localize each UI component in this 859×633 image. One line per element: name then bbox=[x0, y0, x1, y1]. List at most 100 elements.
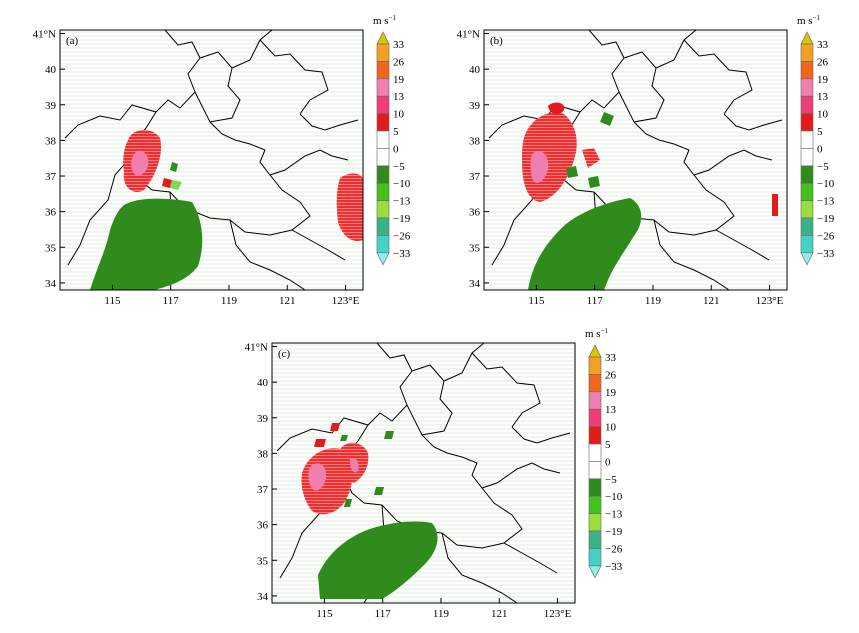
y-tick-label: 35 bbox=[469, 242, 481, 254]
colorbar-level-label: −5 bbox=[605, 474, 617, 486]
colorbar-level-label: 0 bbox=[817, 143, 823, 155]
colorbar-level-label: −19 bbox=[605, 526, 623, 538]
y-tick-label: 37 bbox=[469, 171, 481, 183]
colorbar-box bbox=[800, 200, 814, 219]
colorbar-box bbox=[376, 43, 390, 62]
colorbar-box bbox=[800, 165, 814, 184]
colorbar-level-label: 5 bbox=[393, 126, 399, 138]
x-tick-label: 115 bbox=[316, 608, 333, 620]
colorbar-box bbox=[376, 78, 390, 97]
colorbar-box bbox=[376, 113, 390, 132]
colorbar-level-label: 0 bbox=[605, 456, 611, 468]
y-tick-label: 39 bbox=[257, 413, 269, 425]
colorbar-level-label: −13 bbox=[817, 196, 835, 208]
x-tick-label: 123°E bbox=[756, 295, 784, 307]
panel-c: (c) bbox=[271, 342, 576, 604]
colorbar-box bbox=[800, 95, 814, 114]
colorbar-box bbox=[588, 426, 602, 445]
x-tick-label: 123°E bbox=[332, 295, 360, 307]
x-tick-label: 121 bbox=[703, 295, 720, 307]
colorbar-level-label: −13 bbox=[393, 196, 411, 208]
colorbar-level-label: −13 bbox=[605, 509, 623, 521]
colorbar-level-label: −19 bbox=[393, 213, 411, 225]
y-tick-label: 40 bbox=[45, 64, 57, 76]
colorbar-bottom-arrow bbox=[588, 565, 602, 579]
x-tick-label: 119 bbox=[433, 608, 450, 620]
colorbar-level-label: 13 bbox=[393, 91, 405, 103]
colorbar-level-label: 0 bbox=[393, 143, 399, 155]
colorbar-box bbox=[376, 130, 390, 149]
colorbar-box bbox=[588, 548, 602, 567]
colorbar-unit: m s−1 bbox=[797, 14, 821, 27]
colorbar-level-label: 10 bbox=[605, 422, 617, 434]
panel-b-label: (b) bbox=[490, 35, 503, 47]
y-tick-label: 38 bbox=[257, 448, 269, 460]
colorbar-level-label: −5 bbox=[817, 161, 829, 173]
y-tick-label: 36 bbox=[257, 520, 269, 532]
colorbar-box bbox=[800, 217, 814, 236]
colorbar-box bbox=[376, 95, 390, 114]
colorbar-level-label: 26 bbox=[393, 56, 405, 68]
colorbar-box bbox=[800, 61, 814, 80]
x-tick-label: 119 bbox=[221, 295, 238, 307]
y-tick-label: 35 bbox=[45, 242, 57, 254]
colorbar-level-label: 10 bbox=[393, 109, 405, 121]
colorbar-box bbox=[376, 200, 390, 219]
colorbar-level-label: 26 bbox=[817, 56, 829, 68]
colorbar-unit-exponent: −1 bbox=[813, 14, 821, 22]
colorbar-box bbox=[800, 130, 814, 149]
y-tick-label: 41°N bbox=[245, 342, 268, 354]
panel-b: (b) bbox=[483, 29, 788, 291]
y-tick-label: 37 bbox=[257, 484, 269, 496]
colorbar-level-label: 33 bbox=[393, 39, 405, 51]
wind-contours bbox=[301, 423, 438, 599]
colorbar-level-label: −5 bbox=[393, 161, 405, 173]
y-tick-label: 40 bbox=[469, 64, 481, 76]
x-tick-label: 117 bbox=[587, 295, 604, 307]
colorbar-box bbox=[376, 61, 390, 80]
colorbar-level-label: 13 bbox=[817, 91, 829, 103]
colorbar-box bbox=[588, 478, 602, 497]
y-tick-label: 39 bbox=[469, 100, 481, 112]
colorbar-level-label: 5 bbox=[817, 126, 823, 138]
y-tick-label: 36 bbox=[45, 207, 57, 219]
y-tick-label: 41°N bbox=[457, 29, 480, 41]
colorbar-level-label: 33 bbox=[817, 39, 829, 51]
colorbar-box bbox=[588, 443, 602, 462]
colorbar-box bbox=[376, 182, 390, 201]
colorbar-level-label: −26 bbox=[817, 230, 835, 242]
colorbar-box bbox=[800, 148, 814, 167]
y-tick-label: 35 bbox=[257, 555, 269, 567]
x-tick-label: 123°E bbox=[544, 608, 572, 620]
colorbar-box bbox=[376, 165, 390, 184]
panel-c-label: (c) bbox=[278, 348, 291, 360]
colorbar-top-arrow bbox=[376, 31, 390, 45]
colorbar-level-label: −26 bbox=[605, 543, 623, 555]
colorbar-unit: m s−1 bbox=[373, 14, 397, 27]
colorbar-level-label: −33 bbox=[393, 248, 411, 260]
y-tick-label: 39 bbox=[45, 100, 57, 112]
colorbar-level-label: 33 bbox=[605, 352, 617, 364]
wind-contours bbox=[522, 102, 778, 290]
colorbar-box bbox=[588, 374, 602, 393]
colorbar-level-label: 19 bbox=[817, 74, 829, 86]
colorbar-level-label: −19 bbox=[817, 213, 835, 225]
province-borders bbox=[276, 342, 571, 604]
wind-contours bbox=[90, 129, 363, 290]
colorbar-box bbox=[588, 461, 602, 480]
colorbar-unit: m s−1 bbox=[585, 327, 609, 340]
axes-layer: 115 117 119 121 123°E 41°N 40 39 38 37 36 35 34 33 26 1… bbox=[33, 14, 835, 620]
x-tick-label: 117 bbox=[163, 295, 180, 307]
colorbar-box bbox=[800, 43, 814, 62]
x-tick-label: 115 bbox=[528, 295, 545, 307]
y-tick-label: 38 bbox=[45, 135, 57, 147]
y-tick-label: 41°N bbox=[33, 29, 56, 41]
y-tick-label: 34 bbox=[469, 278, 481, 290]
y-tick-label: 38 bbox=[469, 135, 481, 147]
colorbar-level-label: 26 bbox=[605, 369, 617, 381]
colorbar-top-arrow bbox=[588, 344, 602, 358]
y-tick-label: 34 bbox=[45, 278, 57, 290]
colorbar-level-label: 19 bbox=[393, 74, 405, 86]
colorbar-level-label: −10 bbox=[817, 178, 835, 190]
